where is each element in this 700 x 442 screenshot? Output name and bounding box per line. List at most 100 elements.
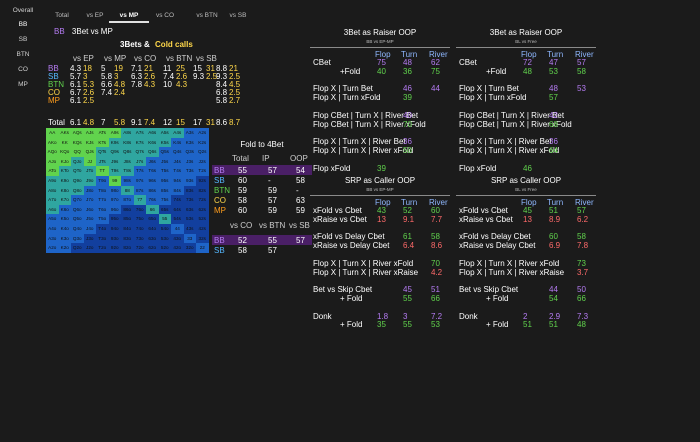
- threebets-value: 6.1: [70, 96, 82, 105]
- panel-row-label: +Fold: [486, 66, 507, 76]
- hand-cell: AQo: [46, 147, 59, 157]
- hand-cell: 92o: [108, 243, 121, 253]
- panel-value: 6.2: [577, 214, 589, 224]
- hand-cell: QQ: [71, 147, 84, 157]
- hand-cell: 98s: [121, 176, 134, 186]
- tab-total[interactable]: Total: [55, 12, 69, 19]
- panel-row-label: xRaise vs Cbet: [459, 214, 513, 224]
- panel-value: 57: [549, 93, 558, 103]
- hand-cell: A9o: [46, 176, 59, 186]
- panel-row-label: CBet: [459, 58, 477, 67]
- hand-cell: J9o: [83, 176, 96, 186]
- hand-cell: J5s: [158, 156, 171, 167]
- tab-vs-ep[interactable]: vs EP: [86, 12, 104, 19]
- panel-row-label: CBet: [313, 58, 331, 67]
- hand-cell: A7o: [46, 195, 59, 205]
- hand-cell: 95o: [108, 214, 121, 224]
- threebets-coldcall-value: 3: [83, 72, 88, 81]
- panel-value: 42: [549, 110, 558, 120]
- panel-row-label: Flop X | Turn X | River xFold: [313, 146, 414, 155]
- sidebar-item-sb[interactable]: SB: [18, 36, 28, 43]
- sidebar-item-bb[interactable]: BB: [18, 21, 28, 28]
- hand-cell: 94s: [171, 176, 184, 186]
- hand-cell: 62s: [196, 204, 209, 215]
- panel-row-label: Flop X | Turn xFold: [459, 93, 527, 103]
- hand-cell: A5o: [46, 214, 59, 224]
- panel-value: 46: [523, 163, 532, 173]
- hand-cell: Q4o: [71, 224, 84, 234]
- threebets-row-total: 8.8: [216, 64, 228, 73]
- threebets-value: 7.8: [131, 80, 143, 89]
- hand-cell: A3o: [46, 233, 59, 244]
- threebets-row-total-coldcall: 2.7: [229, 96, 241, 105]
- hand-cell: 98o: [108, 185, 121, 196]
- panel-value: 7.8: [577, 241, 589, 251]
- tab-vs-btn[interactable]: vs BTN: [196, 12, 218, 19]
- hand-cell: T9s: [108, 166, 121, 176]
- panel-value: 2: [523, 311, 528, 321]
- threebets-row-total: 8.4: [216, 80, 228, 89]
- threebets-value: 7.4: [163, 72, 175, 81]
- threebets-total-coldcall: 7.4: [144, 118, 156, 127]
- hand-cell: Q5s: [158, 147, 171, 157]
- hand-cell: 87o: [121, 195, 134, 205]
- threebets-coldcall-value: 25: [176, 64, 185, 73]
- panel-col-header: River: [429, 198, 448, 207]
- hand-cell: KJo: [58, 156, 71, 167]
- panel-row-label: xRaise vs Cbet: [313, 214, 367, 224]
- threebets-value: 5.8: [101, 72, 113, 81]
- threebets-row-total: 6.8: [216, 88, 228, 97]
- fold4-value: -: [296, 186, 299, 195]
- hand-cell: Q9s: [108, 147, 121, 157]
- hand-cell: 74o: [133, 224, 146, 234]
- panel-value: 48: [523, 66, 532, 76]
- panel-row-label: Flop X | Turn X | River xRaise: [459, 267, 565, 277]
- sidebar-item-mp[interactable]: MP: [18, 81, 28, 88]
- heading-matchup: 3Bet vs MP: [71, 27, 113, 36]
- panel-value: 66: [577, 294, 586, 303]
- hand-cell: JJ: [83, 156, 96, 167]
- fold4-value2: 55: [268, 236, 277, 245]
- hand-cell: T9o: [96, 176, 109, 186]
- tab-vs-mp[interactable]: vs MP: [119, 12, 139, 19]
- panel-row-label: xFold vs Delay Cbet: [313, 232, 385, 242]
- hand-cell: A2o: [46, 243, 59, 253]
- hand-cell: A9s: [108, 128, 121, 138]
- threebets-title-right: Cold calls: [155, 40, 193, 49]
- threebets-value: 10: [163, 80, 172, 89]
- hand-cell: Q3s: [183, 147, 196, 157]
- panel-value: 50: [577, 285, 586, 295]
- fold4-value: 60: [238, 176, 247, 185]
- hand-cell: J7o: [83, 195, 96, 205]
- panel-value: 53: [549, 66, 558, 76]
- panel-value: 47: [549, 58, 558, 67]
- hand-cell: 33: [183, 233, 196, 244]
- panel-value: 75: [377, 58, 386, 67]
- hand-cell: Q8o: [71, 185, 84, 196]
- threebets-row-pos: CO: [48, 88, 60, 97]
- tab-vs-co[interactable]: vs CO: [155, 12, 175, 19]
- threebets-value: 11: [163, 64, 172, 73]
- threebets-value: 4.3: [70, 64, 82, 73]
- panel-col-header: Turn: [547, 198, 564, 207]
- tab-vs-sb[interactable]: vs SB: [229, 12, 247, 19]
- hand-cell: 64o: [146, 224, 159, 234]
- sidebar-item-co[interactable]: CO: [18, 66, 28, 73]
- sidebar-item-btn[interactable]: BTN: [16, 51, 30, 58]
- sidebar-title[interactable]: Overall: [12, 7, 34, 14]
- hand-cell: 64s: [171, 204, 184, 215]
- threebets-row-total-coldcall: 4.5: [229, 80, 241, 89]
- hand-cell: 94o: [108, 224, 121, 234]
- panel-value: 13: [377, 214, 386, 224]
- threebets-grand-total: 8.6: [216, 118, 228, 127]
- panel-row-label: Flop xFold: [313, 163, 351, 173]
- hand-cell: 22: [196, 243, 209, 253]
- fold4-title: Fold to 4Bet: [240, 140, 284, 149]
- threebets-coldcall-value: 2.4: [114, 88, 126, 97]
- fold4-header2: vs SB: [289, 221, 310, 230]
- hand-cell: ATo: [46, 166, 59, 176]
- panel-value: 75: [431, 66, 440, 76]
- hand-cell: Q4s: [171, 147, 184, 157]
- panel-row-label: Flop X | Turn Bet: [459, 84, 519, 94]
- panel-row-label: Bet vs Skip Cbet: [459, 285, 519, 295]
